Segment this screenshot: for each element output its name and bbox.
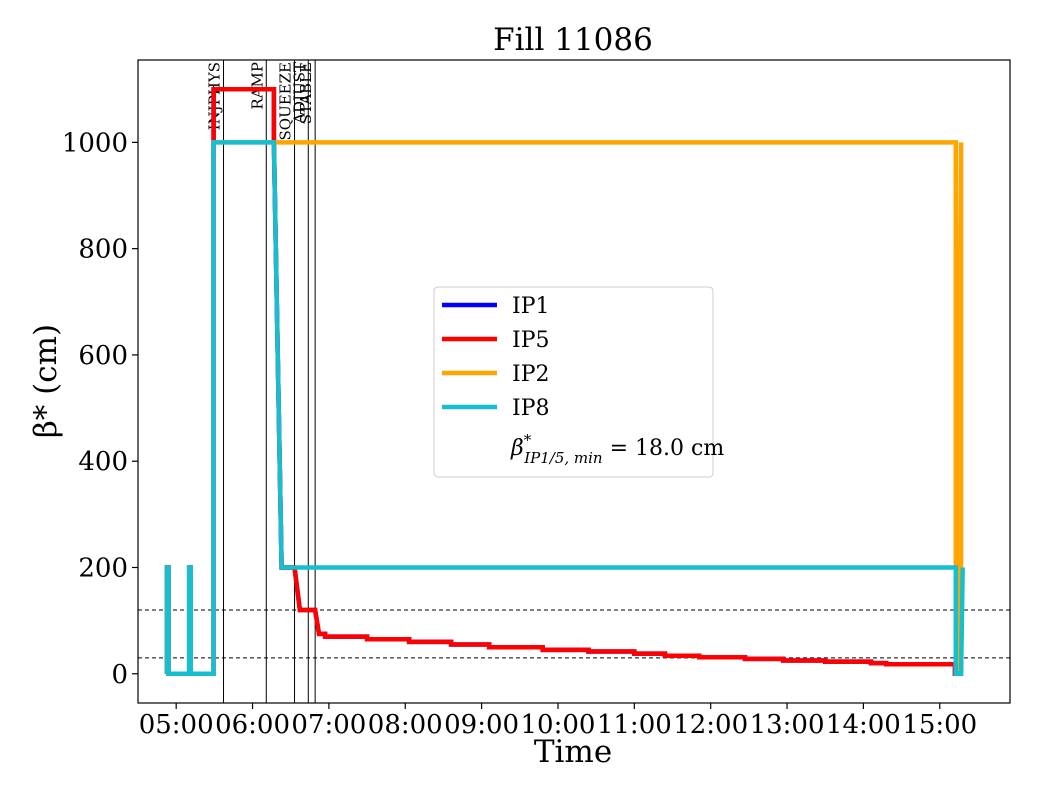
phase-label: STABLE: [297, 62, 315, 124]
legend-annotation-base: β: [510, 436, 524, 461]
series-line-ip8: [164, 140, 965, 677]
y-tick-label: 0: [111, 660, 128, 690]
x-tick-label: 15:00: [902, 710, 977, 740]
series-group: [164, 86, 965, 677]
y-tick-label: 600: [78, 341, 128, 371]
x-tick-label: 08:00: [368, 710, 443, 740]
phase-label: RAMP: [248, 62, 266, 110]
y-axis-label: β* (cm): [28, 324, 64, 438]
x-tick-label: 09:00: [444, 710, 519, 740]
plot-frame: [137, 59, 1011, 704]
x-axis-label: Time: [534, 734, 612, 770]
x-tick-label: 14:00: [826, 710, 901, 740]
y-tick-label: 200: [78, 553, 128, 583]
x-axis-ticks: 05:00 06:00 07:00 08:00 09:00 10:00 11:00 12:00…: [139, 703, 977, 740]
y-axis-ticks: 0 200 400 600 800 1000: [62, 128, 138, 690]
legend-label-ip1: IP1: [512, 294, 550, 319]
legend-annotation: β* IP1/5, min = 18.0 cm: [510, 431, 724, 467]
phase-label: ADJUST: [290, 62, 308, 125]
legend-label-ip8: IP8: [512, 396, 550, 421]
y-tick-label: 800: [78, 235, 128, 265]
y-tick-label: 1000: [62, 128, 128, 158]
legend: IP1 IP5 IP2 IP8 β* IP1/5, min = 18.0 cm: [433, 286, 724, 478]
legend-label-ip5: IP5: [512, 328, 550, 353]
chart-title: Fill 11086: [493, 22, 653, 58]
legend-annotation-sup: *: [524, 431, 532, 449]
x-tick-label: 11:00: [597, 710, 672, 740]
reference-lines: [138, 609, 1010, 659]
legend-annotation-sub: IP1/5, min: [523, 449, 602, 467]
x-tick-label: 10:00: [520, 710, 595, 740]
legend-entries: IP1 IP5 IP2 IP8: [442, 294, 550, 421]
legend-frame: [433, 286, 714, 478]
legend-label-ip2: IP2: [512, 362, 550, 387]
x-tick-label: 12:00: [673, 710, 748, 740]
x-tick-label: 07:00: [291, 710, 366, 740]
phase-label: SQUEEZE: [277, 62, 295, 141]
legend-annotation-tail: = 18.0 cm: [603, 436, 725, 461]
y-tick-label: 400: [78, 447, 128, 477]
x-tick-label: 05:00: [139, 710, 214, 740]
x-tick-label: 06:00: [215, 710, 290, 740]
x-tick-label: 13:00: [750, 710, 825, 740]
